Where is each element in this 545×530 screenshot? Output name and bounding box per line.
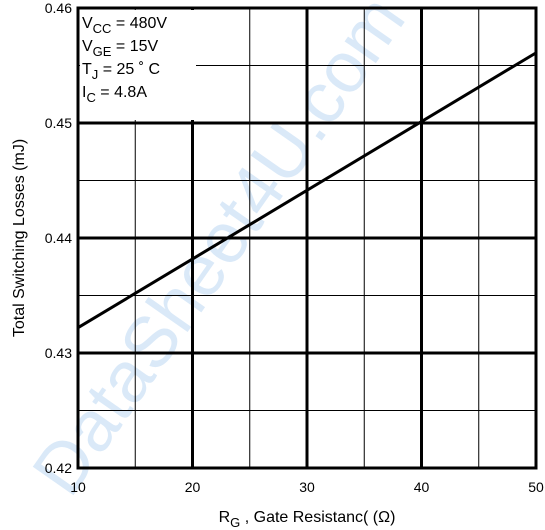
condition-line: TJ = 25 ˚ C	[82, 61, 160, 82]
chart-ticks: 10 20 30 40 50 0.42 0.43 0.44 0.45 0.46	[45, 0, 544, 495]
x-tick-label: 50	[528, 479, 544, 495]
y-tick-label: 0.46	[45, 0, 72, 16]
condition-line: VCC = 480V	[82, 15, 167, 36]
condition-line: VGE = 15V	[82, 38, 159, 59]
y-axis-title: Total Switching Losses (mJ)	[11, 139, 28, 337]
y-tick-label: 0.43	[45, 345, 72, 361]
loss-curve	[77, 51, 537, 329]
chart-series	[77, 51, 537, 329]
y-tick-label: 0.42	[45, 460, 72, 476]
plot-frame	[76, 6, 538, 470]
x-tick-label: 40	[414, 479, 430, 495]
x-tick-label: 20	[185, 479, 201, 495]
x-axis-title: RG , Gate Resistanc( (Ω)	[219, 509, 396, 530]
condition-line: IC = 4.8A	[82, 84, 147, 105]
axis-labels: RG , Gate Resistanc( (Ω) Total Switching …	[11, 139, 395, 530]
x-tick-label: 30	[299, 479, 315, 495]
x-tick-label: 10	[70, 479, 86, 495]
y-tick-label: 0.45	[45, 115, 72, 131]
chart-grid	[76, 6, 538, 470]
y-tick-label: 0.44	[45, 230, 72, 246]
conditions-background	[80, 10, 196, 120]
